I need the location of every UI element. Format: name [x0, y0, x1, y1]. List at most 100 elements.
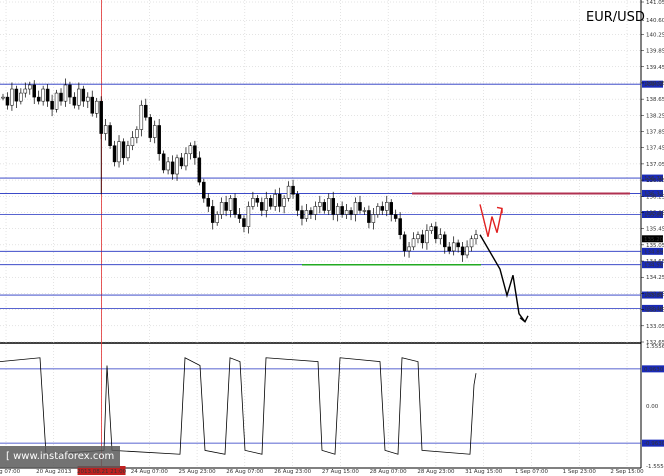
candle-body [19, 92, 23, 102]
candle-body [45, 88, 50, 102]
forecast-arrows [479, 204, 529, 323]
candle-body [246, 206, 251, 227]
candle-body [402, 234, 407, 252]
osc-level-label-bg [642, 365, 664, 373]
candle-body [331, 198, 335, 215]
candle-body [335, 206, 340, 215]
candle-body [340, 206, 344, 215]
level-label-bg [642, 291, 663, 299]
y-tick-label: 140.60 [646, 18, 664, 24]
y-tick-label: 133.45 [646, 308, 664, 314]
candle-body [318, 202, 322, 207]
candle-body [166, 161, 170, 171]
candle-body [443, 234, 447, 248]
candle-body [313, 206, 318, 215]
candle-body [1, 96, 5, 99]
candle-body [268, 198, 273, 207]
candle-body [197, 157, 202, 183]
candle-body [202, 181, 206, 199]
price-axis: 141.05 140.60 140.25 139.85 139.45 139.05 138.… [641, 0, 664, 346]
candle-body [175, 157, 179, 175]
candle-body [139, 104, 144, 130]
level-label-bg [642, 261, 663, 269]
x-tick-label: 20 Aug 2013 [36, 469, 72, 475]
candle-body [286, 185, 291, 199]
candle-body [304, 210, 309, 219]
candle-body [237, 214, 242, 219]
x-tick-label: 26 Aug 23:00 [274, 469, 312, 475]
highlighted-x-label-bg [77, 466, 126, 475]
candle-body [326, 198, 331, 211]
y-tick-label: 138.25 [646, 113, 664, 119]
candle-body [5, 96, 10, 106]
candle-body [295, 194, 300, 211]
level-label: 135.80 [644, 213, 664, 219]
candle-body [148, 117, 153, 138]
oscillator-pane: 1.5556 0.00 -1.5556 0.9630 -0.9630 [0, 344, 664, 470]
x-tick-label: 27 Aug 15:00 [322, 469, 360, 475]
candle-body [81, 88, 86, 102]
level-label-bg [642, 235, 663, 243]
y-tick-label: 133.85 [646, 291, 664, 297]
candle-body [398, 218, 402, 235]
osc-tick-label: 0.00 [646, 404, 659, 410]
y-tick-label: 134.65 [646, 259, 664, 265]
level-label: 133.81 [644, 293, 663, 299]
candle-body [32, 84, 36, 98]
candle-body [474, 234, 478, 240]
candle-body [429, 226, 434, 231]
candle-body [228, 198, 233, 211]
candle-body [233, 198, 237, 215]
level-label: 133.48 [644, 306, 664, 312]
candle-body [376, 206, 380, 215]
candle-body [389, 202, 393, 215]
osc-level-label-bg [642, 439, 664, 447]
forecast-red-path [479, 204, 503, 237]
candle-body [411, 238, 416, 248]
candle-body [112, 145, 117, 163]
candle-body [277, 194, 282, 207]
candle-body [407, 246, 411, 252]
candle-body [36, 96, 41, 102]
candle-body [264, 198, 269, 211]
candle-body [447, 246, 451, 252]
candle-body [371, 214, 376, 223]
y-tick-label: 139.85 [646, 49, 664, 55]
candle-body [255, 198, 260, 203]
candle-body [438, 234, 443, 240]
candle-body [63, 84, 68, 102]
time-axis: Aug 07:00 20 Aug 2013 2013.08.21 21:00 24 A… [0, 466, 644, 475]
y-tick-label: 137.45 [646, 146, 664, 152]
candle-body [188, 145, 193, 155]
x-tick-label: Aug 07:00 [0, 469, 21, 475]
candle-body [367, 210, 371, 223]
candle-body [157, 125, 161, 155]
forecast-arrowhead [519, 315, 529, 323]
horizontal-levels: 139.02 136.70 136.32 135.80 135.20 134.89 134.… [0, 80, 664, 312]
candle-body [469, 238, 474, 248]
candle-body [273, 194, 277, 207]
candle-body [349, 210, 353, 215]
oscillator-line [0, 357, 477, 455]
x-tick-label: 1 Sep 23:00 [563, 469, 597, 475]
x-tick-label: 28 Aug 23:00 [417, 469, 455, 475]
candle-body [420, 234, 425, 244]
x-tick-label: 24 Aug 07:00 [131, 469, 169, 475]
level-label-bg [642, 80, 663, 88]
candle-body [23, 88, 28, 94]
candle-body [41, 88, 45, 102]
candle-body [90, 96, 94, 114]
symbol-title: EUR/USD [586, 10, 645, 25]
candle-body [358, 202, 362, 211]
candle-body [117, 141, 121, 163]
candle-body [385, 202, 389, 211]
candle-body [309, 210, 313, 215]
candle-body [206, 198, 211, 207]
y-tick-label: 133.05 [646, 324, 664, 330]
level-label-bg [642, 304, 663, 312]
level-label: 139.02 [644, 82, 663, 88]
candle-body [210, 206, 215, 223]
y-tick-label: 135.05 [646, 243, 664, 249]
candle-body [10, 88, 14, 106]
osc-tick-label: 1.5556 [646, 344, 664, 350]
